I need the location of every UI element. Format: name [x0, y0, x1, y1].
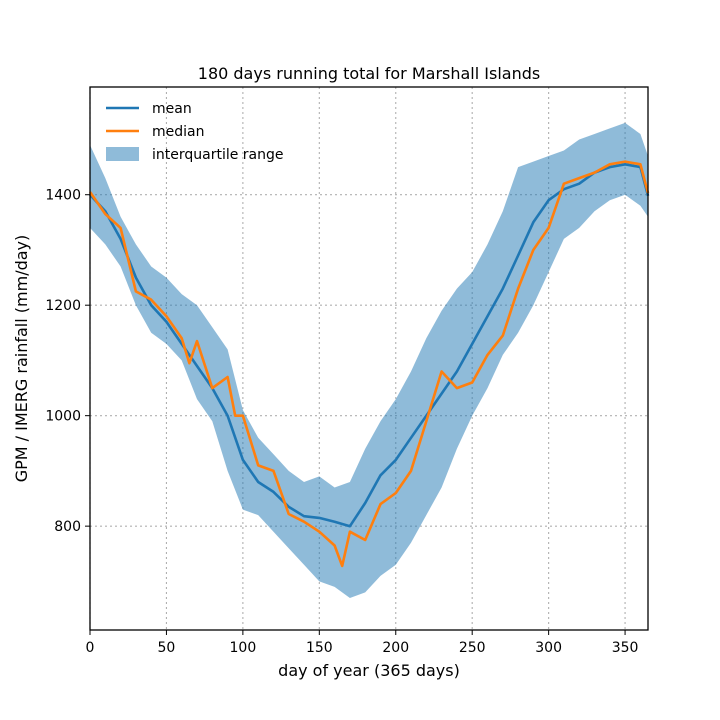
y-tick-label: 1000	[45, 409, 81, 425]
median-line	[88, 160, 650, 568]
series-lines	[88, 160, 650, 568]
x-tick-label: 250	[459, 640, 486, 656]
y-tick-label: 1400	[45, 188, 81, 204]
axis-ticks: 0 50 100 150 200 250 300 350 800 1000 1200 1400	[45, 188, 638, 656]
legend-iqr-label: interquartile range	[152, 147, 284, 163]
y-tick-label: 1200	[45, 298, 81, 314]
x-tick-label: 200	[382, 640, 409, 656]
plot-frame	[89, 86, 649, 631]
iqr-band	[90, 122, 648, 599]
x-tick-label: 100	[230, 640, 257, 656]
x-tick-label: 0	[86, 640, 95, 656]
y-tick-label: 800	[54, 519, 81, 535]
legend: mean median interquartile range	[106, 101, 284, 163]
x-tick-label: 50	[158, 640, 176, 656]
y-axis-label: GPM / IMERG rainfall (mm/day)	[12, 235, 31, 483]
chart-title: 180 days running total for Marshall Isla…	[198, 64, 540, 83]
iqr-band-group	[90, 122, 648, 599]
x-tick-label: 350	[612, 640, 639, 656]
legend-mean-label: mean	[152, 101, 192, 117]
x-tick-label: 150	[306, 640, 333, 656]
x-tick-label: 300	[535, 640, 562, 656]
legend-median-label: median	[152, 124, 204, 140]
x-axis-label: day of year (365 days)	[278, 661, 460, 680]
legend-iqr-swatch	[106, 147, 139, 161]
